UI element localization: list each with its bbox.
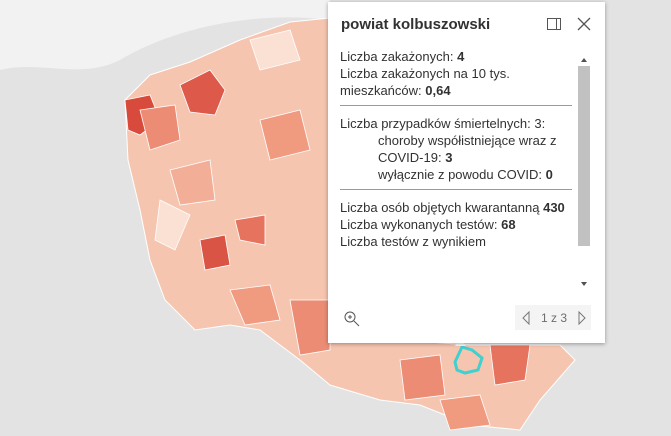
scroll-thumb[interactable] [578, 66, 590, 246]
field-label: wyłącznie z powodu COVID: [378, 167, 543, 182]
field-label: choroby współistniejące wraz z COVID-19: [378, 133, 557, 165]
field-label: Liczba zakażonych: [340, 49, 454, 64]
prev-button[interactable] [521, 311, 531, 325]
field: Liczba wykonanych testów: 68 [340, 216, 572, 233]
field: Liczba zakażonych na 10 tys. mieszkańców… [340, 65, 572, 99]
pager-text: 1 z 3 [541, 311, 568, 325]
zoom-button[interactable] [343, 310, 361, 328]
field-value: 0,64 [425, 83, 451, 98]
dock-button[interactable] [546, 16, 562, 32]
county [169, 159, 216, 206]
poland [124, 17, 576, 431]
field-value: 3 [445, 150, 453, 165]
field: choroby współistniejące wraz z COVID-19:… [340, 132, 572, 166]
county [289, 299, 331, 356]
county [229, 284, 281, 326]
county [259, 109, 311, 161]
field-value: 68 [501, 217, 516, 232]
county [399, 354, 446, 401]
county [139, 104, 181, 151]
close-button[interactable] [576, 16, 592, 32]
field: Liczba zakażonych: 4 [340, 48, 572, 65]
field: wyłącznie z powodu COVID: 0 [340, 166, 572, 183]
popup-section: Liczba osób objętych kwarantanną 430 Licz… [340, 197, 572, 256]
popup-section: Liczba zakażonych: 4 Liczba zakażonych na… [340, 46, 572, 106]
popup-section: Liczba przypadków śmiertelnych: 3: chorob… [340, 113, 572, 190]
field-label: Liczba wykonanych testów: [340, 217, 498, 232]
sea [0, 0, 330, 70]
scrollbar[interactable] [578, 54, 590, 290]
county [249, 29, 301, 71]
pager: 1 z 3 [515, 305, 591, 330]
county [234, 214, 266, 246]
field-label: Liczba osób objętych kwarantanną [340, 200, 540, 215]
county [439, 394, 491, 431]
popup: powiat kolbuszowski Liczba zakażonych: 4… [328, 2, 605, 343]
county [489, 344, 531, 386]
county [154, 199, 191, 251]
field: Liczba osób objętych kwarantanną 430 [340, 199, 572, 216]
field-value: 4 [457, 49, 465, 64]
next-button[interactable] [577, 311, 587, 325]
counties [124, 29, 531, 431]
popup-footer: 1 z 3 [328, 302, 605, 340]
field-label: Liczba zakażonych na 10 tys. mieszkańców… [340, 66, 510, 98]
field-label: Liczba testów z wynikiem [340, 234, 486, 249]
field: Liczba przypadków śmiertelnych: 3: [340, 115, 572, 132]
field-label: Liczba przypadków śmiertelnych: 3: [340, 116, 546, 131]
county [199, 234, 231, 271]
popup-title: powiat kolbuszowski [341, 16, 491, 33]
field-value: 0 [545, 167, 553, 182]
popup-content: Liczba zakażonych: 4 Liczba zakażonych na… [340, 46, 572, 292]
county [179, 69, 226, 116]
field-value: 430 [543, 200, 565, 215]
selected-county[interactable] [453, 345, 484, 375]
field: Liczba testów z wynikiem [340, 233, 572, 250]
